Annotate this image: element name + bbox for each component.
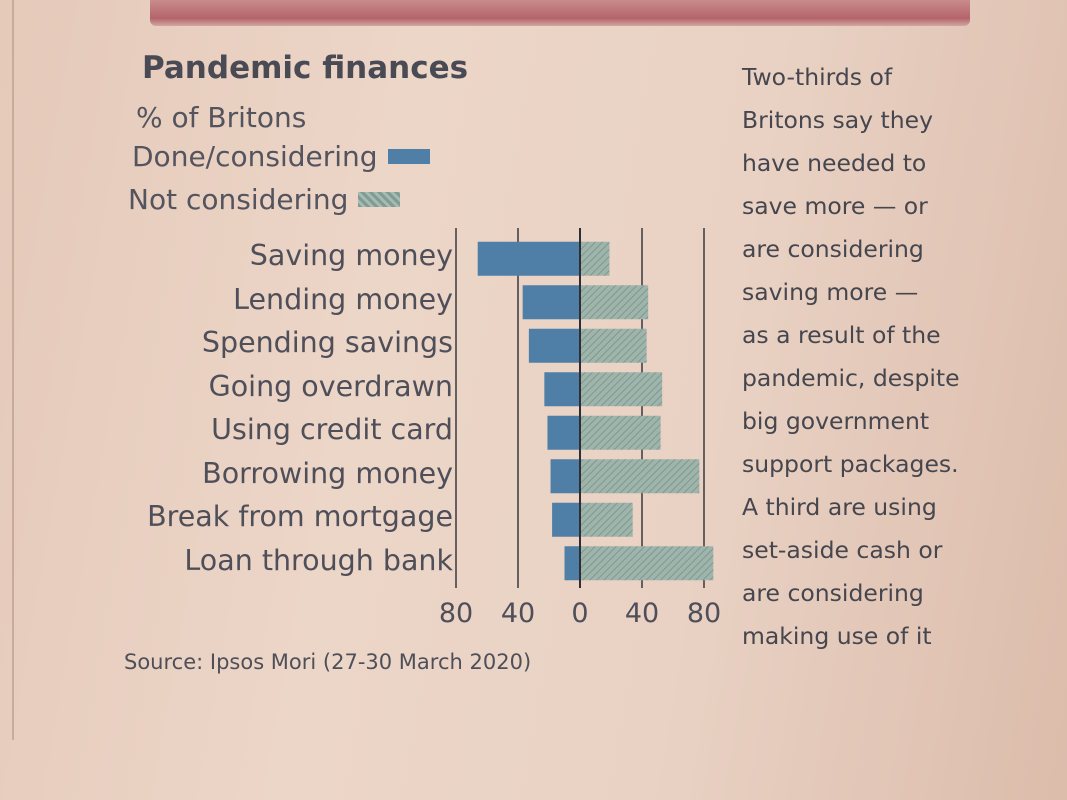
chart-title: Pandemic finances bbox=[142, 50, 469, 86]
legend-swatch-done bbox=[387, 149, 430, 164]
page-fold-line bbox=[12, 0, 14, 740]
bar-not-considering bbox=[580, 241, 610, 276]
bar-not-considering bbox=[580, 415, 661, 450]
category-label: Borrowing money bbox=[202, 456, 453, 490]
category-label: Loan through bank bbox=[184, 543, 453, 577]
bar-not-considering bbox=[580, 502, 633, 537]
sidebar-note-text: Two-thirds of Britons say they have need… bbox=[742, 63, 960, 650]
bar-not-considering bbox=[580, 372, 663, 407]
x-tick-label: 80 bbox=[687, 598, 721, 629]
category-label: Spending savings bbox=[201, 326, 453, 359]
x-tick-label: 80 bbox=[440, 598, 473, 629]
category-label: Break from mortgage bbox=[147, 500, 453, 533]
bar-done bbox=[550, 459, 580, 494]
category-label: Lending money bbox=[233, 282, 453, 316]
legend-item-done: Done/considering bbox=[132, 140, 430, 173]
diverging-bar-chart: 80 40 0 40 80 bbox=[440, 228, 721, 629]
bar-done bbox=[544, 372, 580, 407]
bar-not-considering bbox=[580, 459, 700, 494]
legend-label-not: Not considering bbox=[128, 183, 349, 216]
bars bbox=[477, 241, 714, 581]
x-tick-label: 40 bbox=[501, 598, 535, 629]
bar-done bbox=[547, 415, 580, 450]
category-label: Saving money bbox=[249, 239, 453, 272]
bar-done bbox=[477, 241, 580, 276]
bar-not-considering bbox=[580, 285, 649, 320]
category-labels: Saving money Lending money Spending savi… bbox=[147, 234, 453, 582]
bar-not-considering bbox=[580, 546, 714, 581]
source-note: Source: Ipsos Mori (27-30 March 2020) bbox=[124, 650, 532, 674]
tick-labels: 80 40 0 40 80 bbox=[440, 598, 721, 629]
x-tick-label: 0 bbox=[571, 598, 588, 629]
category-label: Going overdrawn bbox=[208, 369, 453, 403]
bar-not-considering bbox=[580, 328, 647, 363]
legend-label-done: Done/considering bbox=[132, 140, 378, 173]
legend-item-not: Not considering bbox=[128, 183, 401, 216]
section-header-band bbox=[150, 0, 970, 26]
chart-subtitle: % of Britons bbox=[136, 101, 307, 134]
legend-swatch-not bbox=[358, 192, 401, 207]
bar-done bbox=[564, 546, 580, 581]
bar-done bbox=[552, 502, 580, 537]
category-label: Using credit card bbox=[211, 413, 453, 446]
bar-done bbox=[528, 328, 580, 363]
x-tick-label: 40 bbox=[625, 598, 659, 629]
bar-done bbox=[522, 285, 580, 320]
sidebar-note: Two-thirds of Britons say they have need… bbox=[742, 56, 1042, 658]
